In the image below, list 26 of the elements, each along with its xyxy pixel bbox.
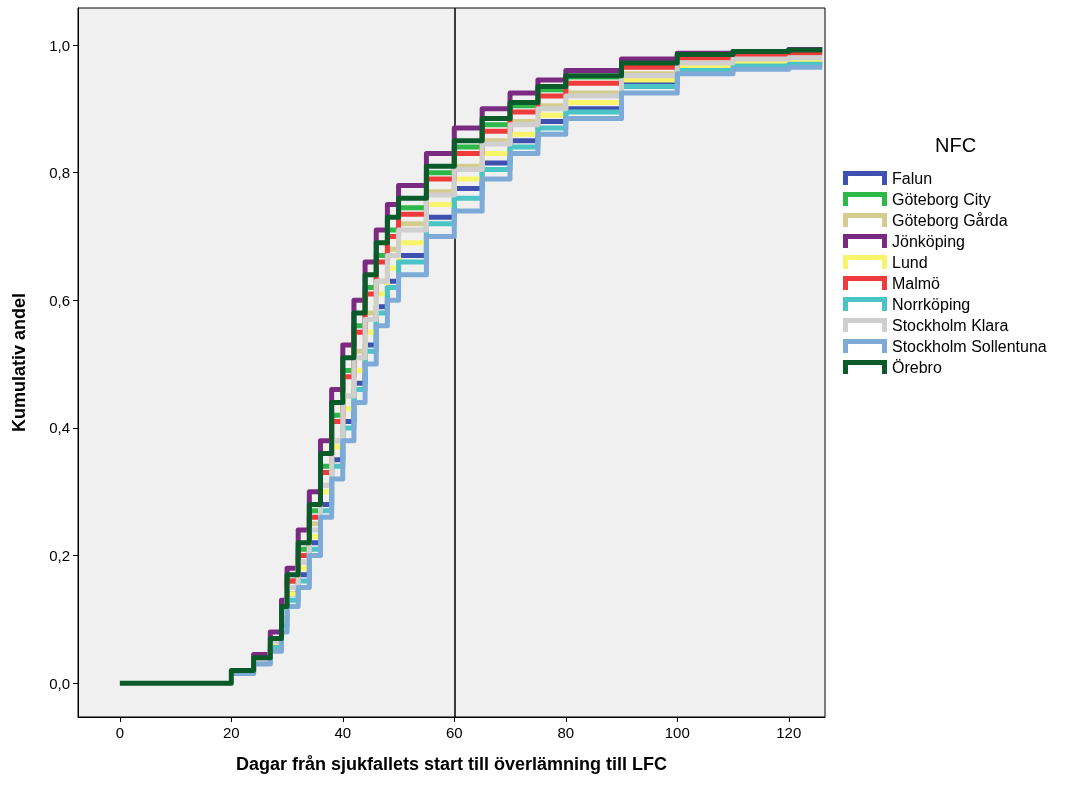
legend-title: NFC xyxy=(935,134,977,156)
x-tick-label: 120 xyxy=(776,724,802,741)
legend-label: Göteborg Gårda xyxy=(892,211,1008,229)
y-tick-label: 0,6 xyxy=(49,291,70,309)
x-tick-label: 100 xyxy=(664,724,690,741)
legend-label: Malmö xyxy=(892,274,941,292)
y-tick-label: 0,2 xyxy=(49,547,70,565)
legend-label: Örebro xyxy=(892,358,942,376)
x-tick-label: 80 xyxy=(557,724,575,741)
legend-label: Göteborg City xyxy=(892,190,991,208)
y-tick-label: 0,8 xyxy=(49,164,70,182)
legend-label: Stockholm Sollentuna xyxy=(892,337,1047,355)
y-tick-label: 1,0 xyxy=(49,36,70,54)
legend-label: Falun xyxy=(892,169,933,187)
x-tick-label: 40 xyxy=(334,724,352,741)
y-axis-title: Kumulativ andel xyxy=(9,292,29,433)
legend-label: Norrköping xyxy=(892,295,971,313)
x-tick-label: 60 xyxy=(445,724,463,741)
y-tick-label: 0,4 xyxy=(49,419,70,437)
legend-label: Jönköping xyxy=(892,232,965,250)
legend-label: Lund xyxy=(892,253,928,271)
x-axis-title: Dagar från sjukfallets start till överlämning till LFC xyxy=(235,754,668,774)
x-tick-label: 0 xyxy=(115,724,124,741)
y-tick-label: 0,0 xyxy=(49,674,70,692)
legend-label: Stockholm Klara xyxy=(892,316,1009,334)
x-tick-label: 20 xyxy=(222,724,240,741)
